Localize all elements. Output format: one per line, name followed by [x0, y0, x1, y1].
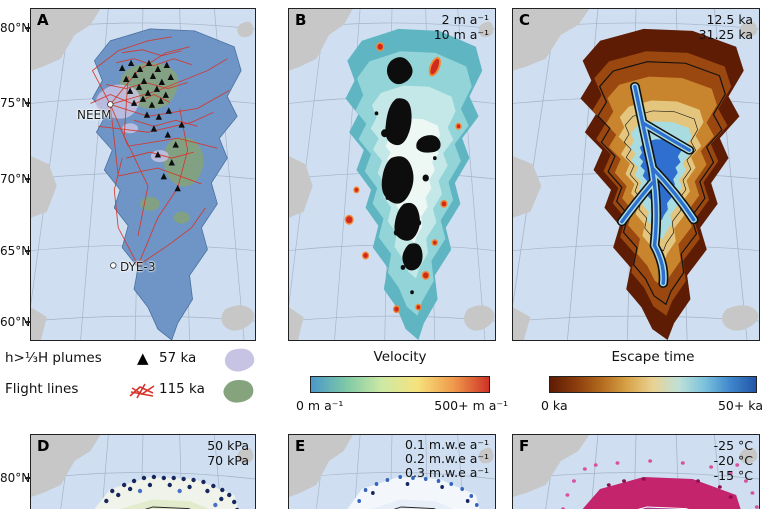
- map-e-graphic: [289, 435, 495, 509]
- site-label-neem: NEEM: [77, 108, 112, 122]
- layer-115ka-blob-icon: [223, 380, 254, 403]
- panel-d-contour-labels: 50 kPa 70 kPa: [207, 438, 249, 468]
- map-f-graphic: [513, 435, 759, 509]
- neem-site-marker: [107, 101, 114, 108]
- contour-label: 0.3 m.w.e a⁻¹: [405, 465, 489, 480]
- legend-plumes-label: h>⅓H plumes: [5, 350, 102, 366]
- panel-a-letter: A: [37, 11, 49, 29]
- velocity-min-label: 0 m a⁻¹: [296, 398, 344, 413]
- panel-c-letter: C: [519, 11, 531, 29]
- map-b-graphic: [289, 9, 495, 340]
- lat-label-80n: 80°N: [0, 21, 31, 35]
- panel-e-letter: E: [295, 437, 306, 455]
- radar-coverage-blobs: [374, 57, 441, 295]
- panel-e-contour-labels: 0.1 m.w.e a⁻¹ 0.2 m.w.e a⁻¹ 0.3 m.w.e a⁻…: [405, 438, 489, 480]
- panel-c-contour-labels: 12.5 ka 31.25 ka: [699, 12, 753, 42]
- contour-label: 10 m a⁻¹: [433, 27, 489, 42]
- escape-min-label: 0 ka: [541, 398, 568, 413]
- legend-flight-age: 115 ka: [159, 381, 205, 397]
- map-c-graphic: [513, 9, 759, 340]
- margin-dots: [357, 475, 479, 507]
- melt-rate-field: [345, 475, 483, 509]
- fast-glacier-hotspots: [344, 42, 462, 314]
- lat-tick-70n: [25, 178, 30, 180]
- lat-label-80n-d: 80°N: [0, 471, 31, 485]
- contour-label: 50 kPa: [207, 438, 249, 453]
- velocity-colorbar-labels: 0 m a⁻¹ 500+ m a⁻¹: [296, 398, 508, 413]
- lat-tick-75n: [25, 102, 30, 104]
- lat-tick-80n: [25, 27, 30, 29]
- panel-f-letter: F: [519, 437, 530, 455]
- dye3-site-marker: [110, 262, 117, 269]
- site-label-dye3: DYE-3: [120, 260, 156, 274]
- map-panel-b: B 2 m a⁻¹ 10 m a⁻¹: [288, 8, 496, 341]
- contour-label: -25 °C: [713, 438, 753, 453]
- contour-label: 12.5 ka: [706, 12, 753, 27]
- map-panel-c: C 12.5 ka 31.25 ka: [512, 8, 760, 341]
- ocean-sample-dots: [561, 459, 759, 509]
- margin-dots-dark: [371, 482, 470, 503]
- escape-max-label: 50+ ka: [717, 398, 763, 413]
- map-panel-e: E 0.1 m.w.e a⁻¹ 0.2 m.w.e a⁻¹ 0.3 m.w.e …: [288, 434, 496, 509]
- escape-colorbar-labels: 0 ka 50+ ka: [541, 398, 763, 413]
- panel-d-letter: D: [37, 437, 50, 455]
- margin-dots: [104, 474, 240, 509]
- map-panel-f: F -25 °C -20 °C -15 °C: [512, 434, 760, 509]
- contour-label: 0.2 m.w.e a⁻¹: [405, 451, 489, 466]
- contour-label: -20 °C: [713, 453, 753, 468]
- map-panel-d: D 50 kPa 70 kPa: [30, 434, 256, 509]
- contour-label: 0.1 m.w.e a⁻¹: [405, 437, 489, 452]
- panel-b-contour-labels: 2 m a⁻¹ 10 m a⁻¹: [434, 12, 489, 42]
- contour-label: 2 m a⁻¹: [441, 12, 489, 27]
- lat-label-60n: 60°N: [0, 315, 31, 329]
- contour-label: 70 kPa: [207, 453, 249, 468]
- lat-label-70n: 70°N: [0, 172, 31, 186]
- panel-b-letter: B: [295, 11, 307, 29]
- lat-tick-80n-d: [25, 477, 30, 479]
- lat-tick-60n: [25, 321, 30, 323]
- velocity-colorbar-title: Velocity: [373, 349, 427, 365]
- basal-stress-field: [92, 474, 242, 509]
- escape-colorbar: [549, 376, 757, 393]
- map-d-graphic: [31, 435, 255, 509]
- contour-label: -15 °C: [713, 468, 753, 483]
- map-a-graphic: [31, 9, 255, 340]
- margin-dots-light: [137, 488, 218, 508]
- velocity-max-label: 500+ m a⁻¹: [434, 398, 508, 413]
- map-panel-a: A NEEM DYE-3: [30, 8, 256, 341]
- layer-57ka-blob-icon: [224, 348, 255, 372]
- plume-triangle-icon: ▲: [137, 349, 149, 367]
- escape-colorbar-title: Escape time: [611, 349, 695, 365]
- lat-label-65n: 65°N: [0, 244, 31, 258]
- velocity-colorbar: [310, 376, 490, 393]
- contour-label: 31.25 ka: [698, 27, 753, 42]
- panel-f-contour-labels: -25 °C -20 °C -15 °C: [714, 438, 753, 483]
- legend-flight-label: Flight lines: [5, 381, 79, 397]
- lat-label-75n: 75°N: [0, 96, 31, 110]
- flight-lines-icon: [129, 383, 155, 399]
- lat-tick-65n: [25, 250, 30, 252]
- legend-plumes-age: 57 ka: [159, 350, 197, 366]
- ice-margin-dots: [606, 477, 733, 499]
